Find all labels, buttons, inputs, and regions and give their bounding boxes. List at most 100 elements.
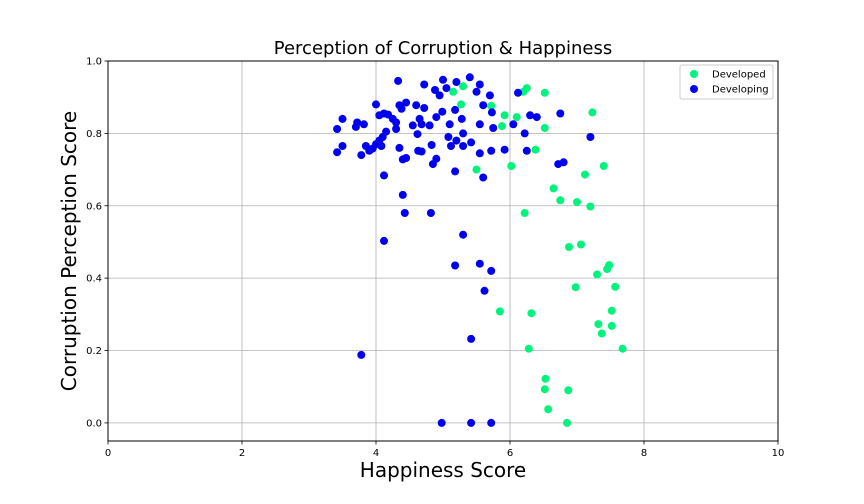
data-point: [571, 283, 580, 292]
data-point: [472, 165, 481, 174]
data-point: [475, 80, 484, 89]
data-point: [526, 111, 535, 120]
y-tick-label: 0.8: [86, 129, 102, 140]
data-point: [432, 113, 441, 122]
data-point: [357, 151, 366, 160]
data-point: [457, 100, 466, 109]
data-point: [451, 105, 460, 114]
data-point: [495, 307, 504, 316]
data-point: [402, 154, 411, 162]
data-point: [581, 170, 589, 179]
data-point: [524, 344, 533, 353]
data-point: [333, 125, 342, 133]
data-point: [420, 80, 429, 89]
data-point: [417, 147, 426, 156]
data-point: [597, 329, 606, 338]
data-point: [392, 125, 401, 133]
data-point: [428, 160, 437, 169]
data-point: [618, 344, 627, 353]
data-point: [442, 84, 451, 93]
data-point: [459, 142, 468, 150]
plot-frame: [107, 60, 779, 442]
data-point: [426, 209, 435, 217]
data-point: [498, 122, 506, 131]
data-point: [522, 84, 531, 93]
data-point: [435, 91, 444, 100]
data-point: [480, 286, 489, 295]
data-point: [459, 230, 468, 239]
data-point: [420, 104, 429, 112]
data-point: [475, 149, 484, 158]
data-point: [475, 259, 484, 268]
data-point: [465, 73, 474, 82]
data-point: [475, 120, 484, 129]
data-point: [357, 350, 366, 359]
data-point: [500, 145, 509, 154]
y-tick-label: 0.4: [86, 274, 102, 285]
legend-box: [679, 64, 774, 100]
y-tick-label: 0.0: [86, 418, 102, 429]
data-point: [563, 418, 571, 427]
data-point: [451, 167, 460, 176]
data-point: [559, 158, 568, 167]
data-point: [565, 243, 573, 251]
data-point: [451, 261, 460, 270]
legend-label-developed: Developed: [712, 70, 766, 81]
data-point: [359, 120, 368, 129]
data-point: [487, 266, 496, 275]
data-point: [540, 124, 549, 132]
data-point: [532, 113, 541, 122]
data-point: [397, 104, 406, 113]
data-point: [586, 202, 595, 211]
data-point: [520, 209, 529, 217]
data-point: [431, 86, 439, 94]
data-point: [603, 265, 612, 274]
data-point: [522, 146, 531, 155]
data-point: [408, 121, 417, 130]
data-point: [549, 184, 558, 193]
data-point: [380, 236, 388, 245]
x-tick-label: 6: [507, 448, 513, 459]
x-axis-title: Happiness Score: [360, 458, 526, 482]
data-point: [556, 196, 565, 205]
data-point: [507, 162, 516, 170]
data-point: [398, 190, 407, 199]
data-point: [351, 122, 360, 131]
x-tick-label: 0: [105, 448, 111, 459]
data-point: [487, 146, 496, 155]
data-point: [333, 148, 342, 157]
data-point: [489, 124, 498, 132]
data-point: [417, 120, 426, 129]
data-point: [395, 143, 404, 152]
data-point: [445, 120, 454, 129]
data-point: [509, 120, 518, 129]
data-point: [402, 98, 411, 107]
legend: Developed Developing: [679, 64, 774, 100]
data-point: [607, 321, 616, 330]
data-point: [467, 138, 476, 147]
data-point: [531, 145, 540, 154]
data-point: [380, 171, 388, 180]
x-tick-label: 4: [373, 448, 379, 459]
data-point: [479, 173, 488, 182]
data-point: [412, 101, 421, 110]
data-point: [487, 418, 496, 427]
data-point: [467, 418, 476, 427]
chart-title: Perception of Corruption & Happiness: [274, 38, 612, 59]
data-point: [338, 114, 347, 123]
data-point: [520, 129, 529, 138]
data-point: [527, 309, 536, 318]
data-point: [599, 162, 608, 170]
data-point: [457, 114, 466, 123]
data-point: [544, 405, 553, 414]
data-point: [573, 198, 581, 207]
data-point: [487, 101, 496, 110]
legend-marker-developing: [690, 85, 698, 93]
data-point: [500, 111, 509, 120]
data-point: [593, 270, 602, 279]
x-tick-label: 10: [772, 448, 785, 459]
data-point: [413, 130, 422, 139]
legend-marker-developed: [690, 70, 698, 78]
data-point: [540, 385, 549, 394]
